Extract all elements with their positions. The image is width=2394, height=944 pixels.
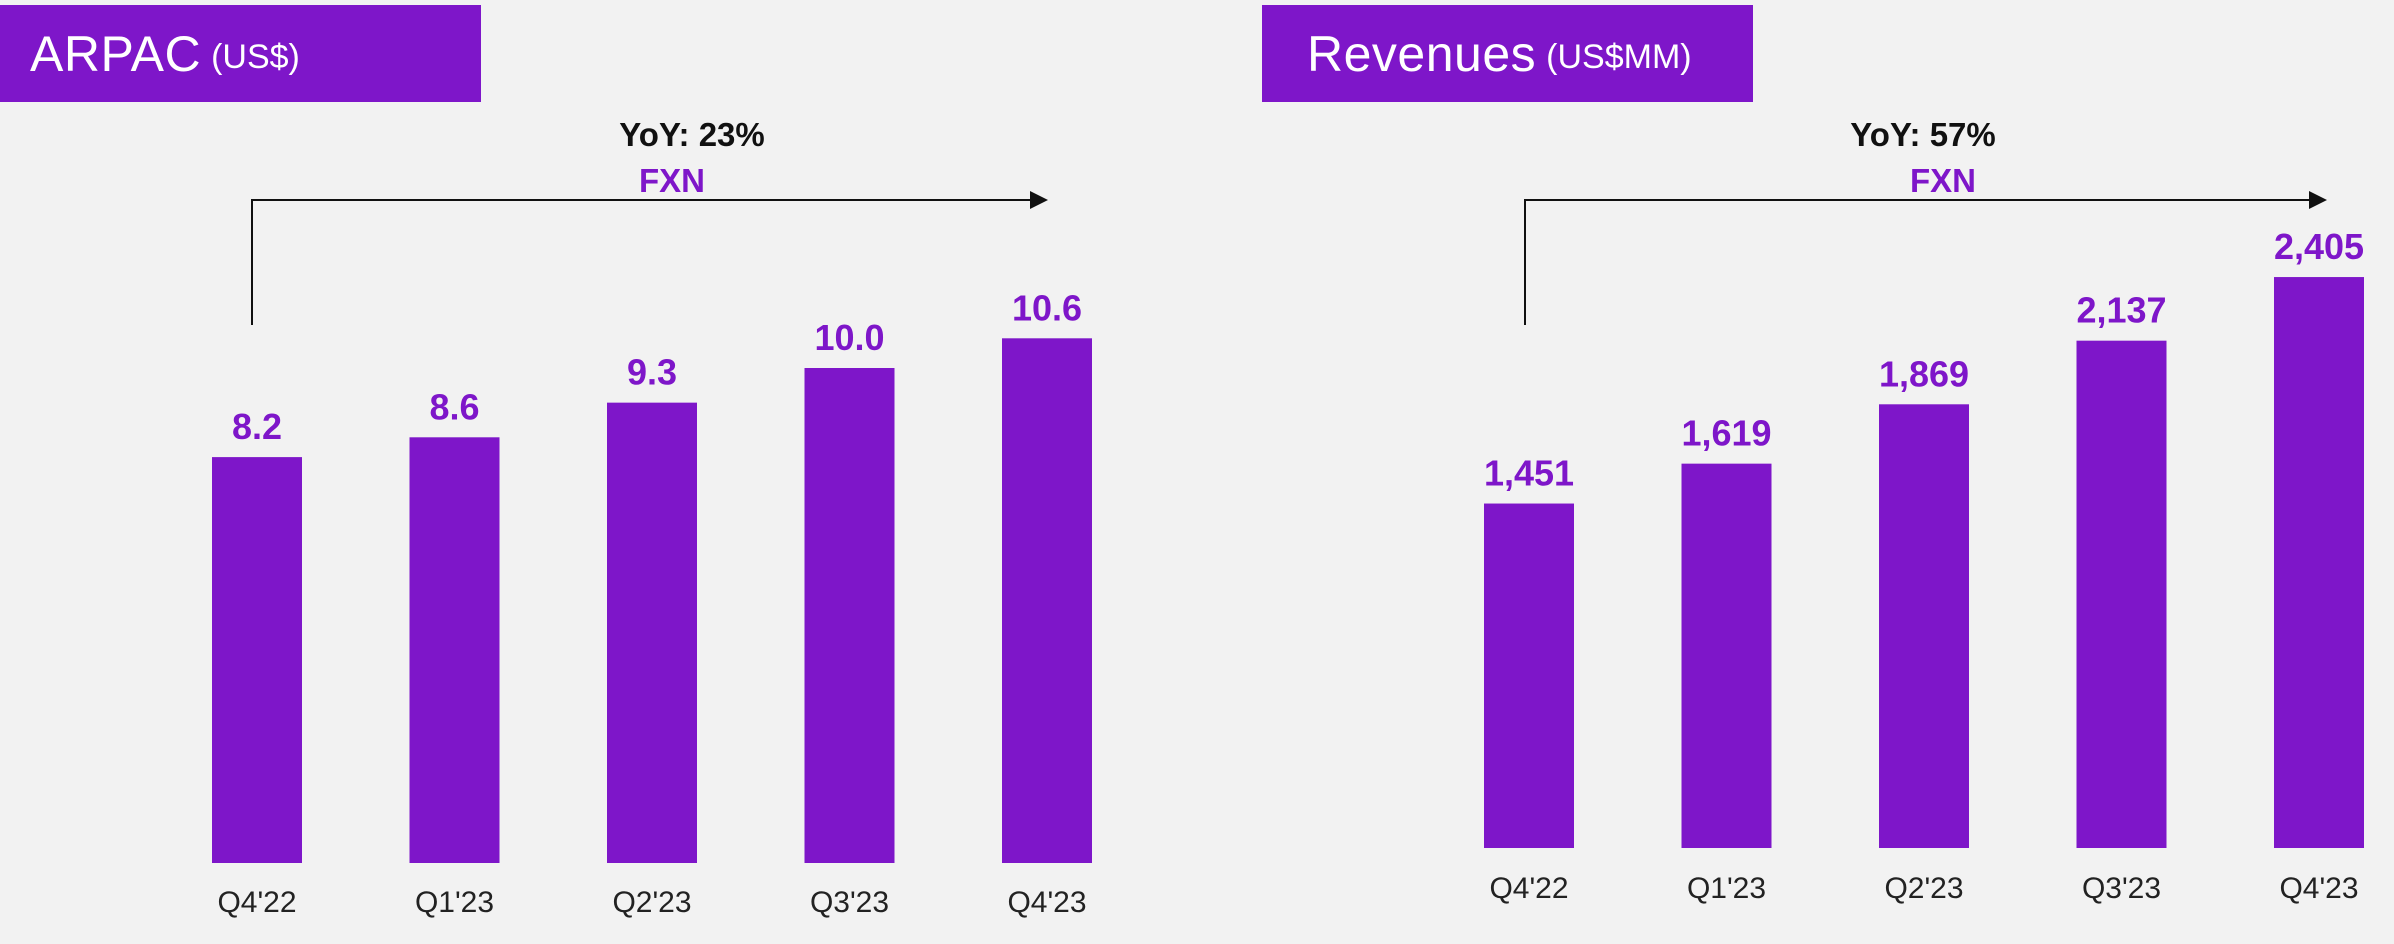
yoy-label: YoY: 23% [619, 116, 765, 153]
tick-label-3: Q3'23 [810, 886, 889, 919]
tick-label-1: Q1'23 [415, 886, 494, 919]
revenues-panel: Revenues (US$MM) YoY: 57% FXN 1,451 Q4'22… [1197, 0, 2394, 944]
yoy-label: YoY: 57% [1850, 116, 1996, 153]
fxn-label: FXN [639, 162, 705, 199]
bar-2 [607, 402, 697, 863]
arpac-title-box: ARPAC (US$) [0, 5, 481, 102]
revenues-unit: (US$MM) [1546, 38, 1692, 76]
revenues-title-box: Revenues (US$MM) [1262, 5, 1753, 102]
tick-label-4: Q4'23 [1007, 886, 1086, 919]
bar-3 [804, 368, 895, 863]
tick-label-1: Q1'23 [1687, 872, 1766, 905]
bar-4 [2274, 277, 2364, 849]
bar-1 [409, 437, 500, 863]
arpac-chart: YoY: 23% FXN 8.2 Q4'22 8.6 Q1'23 9.3 Q2'23 10.… [212, 116, 1092, 919]
value-label-3: 2,137 [2076, 290, 2166, 331]
revenues-chart: YoY: 57% FXN 1,451 Q4'22 1,619 Q1'23 1,869 Q2… [1484, 116, 2364, 905]
bar-3 [2076, 340, 2167, 848]
yoy-arrow [1524, 191, 2327, 325]
arpac-panel: ARPAC (US$) YoY: 23% FXN 8.2 Q4'22 8.6 Q1'2… [0, 5, 1092, 919]
bar-group: 8.2 Q4'22 8.6 Q1'23 9.3 Q2'23 10.0 Q3'23 10.6 Q4'… [212, 287, 1092, 919]
bar-group: 1,451 Q4'22 1,619 Q1'23 1,869 Q2'23 2,137 Q3'23… [1484, 226, 2364, 905]
tick-label-2: Q2'23 [1884, 872, 1963, 905]
tick-label-0: Q4'22 [217, 886, 296, 919]
value-label-4: 2,405 [2274, 226, 2364, 267]
yoy-arrow [251, 191, 1048, 325]
bar-2 [1879, 404, 1969, 848]
value-label-2: 1,869 [1879, 353, 1969, 394]
value-label-1: 8.6 [429, 386, 479, 427]
bar-0 [212, 457, 302, 863]
bar-1 [1681, 463, 1772, 848]
value-label-3: 10.0 [814, 317, 884, 358]
value-label-4: 10.6 [1012, 287, 1082, 328]
revenues-title: Revenues [1307, 25, 1537, 82]
tick-label-4: Q4'23 [2279, 872, 2358, 905]
bar-0 [1484, 503, 1574, 848]
value-label-1: 1,619 [1681, 413, 1771, 454]
tick-label-3: Q3'23 [2082, 872, 2161, 905]
bar-4 [1002, 338, 1092, 863]
arpac-unit: (US$) [211, 38, 300, 76]
tick-label-2: Q2'23 [612, 886, 691, 919]
fxn-label: FXN [1910, 162, 1976, 199]
value-label-2: 9.3 [627, 352, 677, 393]
tick-label-0: Q4'22 [1489, 872, 1568, 905]
value-label-0: 8.2 [232, 406, 282, 447]
arpac-title: ARPAC [30, 25, 202, 82]
value-label-0: 1,451 [1484, 453, 1574, 494]
